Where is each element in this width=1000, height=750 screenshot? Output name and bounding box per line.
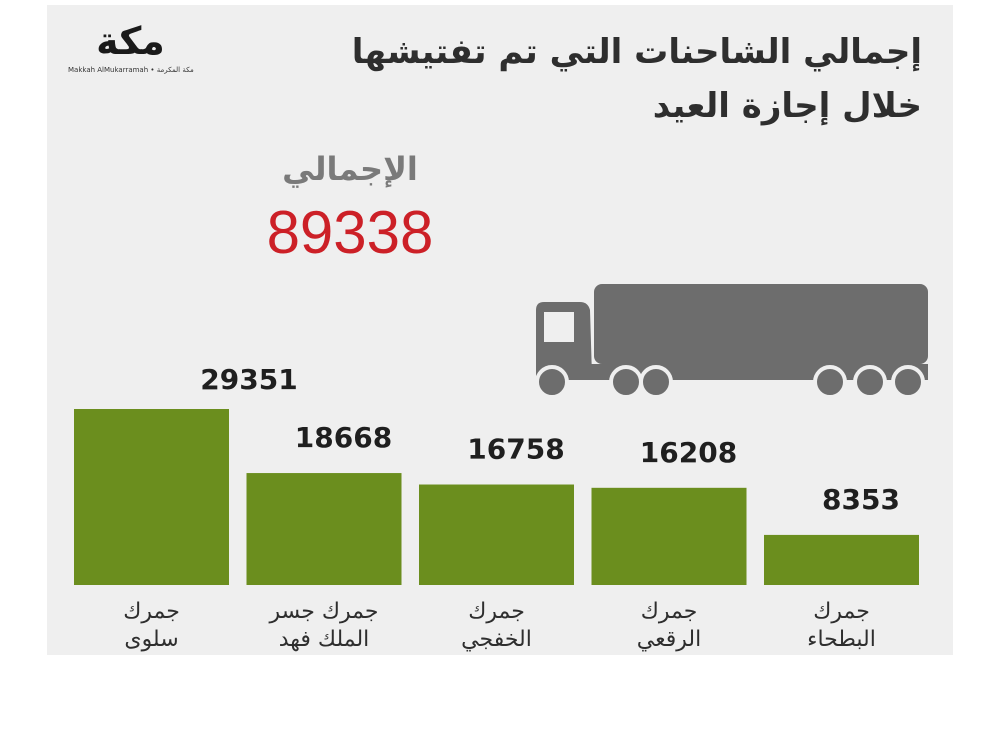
category-label-line: جمرك bbox=[123, 599, 180, 624]
bar-value-label-2: 18668 bbox=[295, 421, 392, 454]
category-label-line: جمرك bbox=[813, 599, 870, 624]
category-label-line: الخفجي bbox=[461, 627, 532, 652]
title-line-2: خلال إجازة العيد bbox=[652, 86, 922, 126]
total-label: الإجمالي bbox=[282, 150, 418, 188]
bar-5 bbox=[764, 534, 919, 585]
category-label-line: سلوى bbox=[124, 627, 179, 652]
category-label-line: جمرك جسر bbox=[269, 599, 379, 624]
category-label-1: جمرك سلوى bbox=[67, 598, 237, 654]
truck-icon bbox=[535, 284, 928, 399]
bar-value-label-4: 16208 bbox=[640, 436, 737, 469]
bar-1 bbox=[74, 409, 229, 585]
bar-value-label-3: 16758 bbox=[467, 433, 564, 466]
category-label-4: جمرك الرقعي bbox=[584, 598, 754, 654]
category-label-line: الملك فهد bbox=[278, 627, 370, 652]
makkah-logo: مكة Makkah AlMukarramah • مكة المكرمة bbox=[68, 18, 194, 78]
category-label-line: البطحاء bbox=[807, 627, 876, 652]
bar-value-label-1: 29351 bbox=[200, 363, 297, 396]
category-label-line: جمرك bbox=[468, 599, 525, 624]
category-label-2: جمرك جسر الملك فهد bbox=[239, 598, 409, 654]
truck-shape bbox=[535, 284, 928, 399]
logo-wordmark: مكة bbox=[96, 19, 165, 63]
bar-3 bbox=[419, 484, 574, 585]
category-label-line: الرقعي bbox=[636, 627, 702, 652]
bar-4 bbox=[591, 487, 747, 585]
category-label-line: جمرك bbox=[640, 599, 698, 624]
bar-value-label-5: 8353 bbox=[822, 483, 900, 516]
bar-2 bbox=[246, 473, 402, 585]
title-line-1: إجمالي الشاحنات التي تم تفتيشها bbox=[351, 32, 922, 72]
category-label-5: جمرك البطحاء bbox=[757, 598, 927, 654]
total-value: 89338 bbox=[266, 199, 434, 266]
category-label-3: جمرك الخفجي bbox=[412, 598, 582, 654]
logo-subtitle: Makkah AlMukarramah • مكة المكرمة bbox=[68, 66, 194, 74]
